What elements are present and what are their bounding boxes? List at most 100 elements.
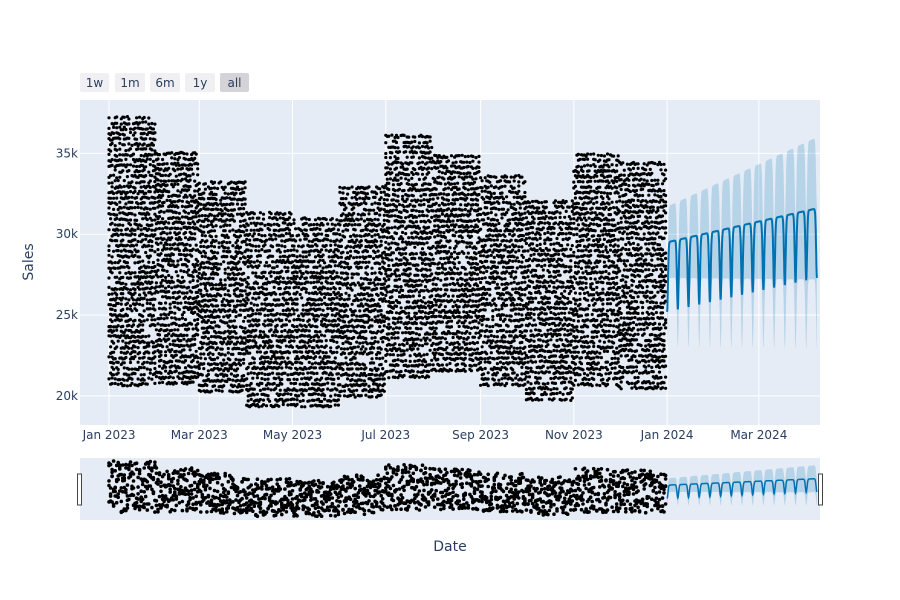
data-point bbox=[165, 226, 169, 230]
data-point bbox=[335, 238, 339, 242]
data-point bbox=[110, 255, 114, 259]
data-point bbox=[385, 236, 389, 240]
data-point bbox=[258, 397, 262, 402]
data-point bbox=[238, 245, 243, 249]
data-point bbox=[298, 292, 302, 297]
range-button-1y[interactable]: 1y bbox=[185, 73, 215, 92]
range-button-all[interactable]: all bbox=[220, 73, 249, 92]
data-point bbox=[118, 153, 122, 157]
data-point bbox=[280, 239, 284, 243]
data-point bbox=[396, 194, 400, 198]
data-point bbox=[274, 377, 278, 381]
data-point bbox=[260, 239, 264, 243]
data-point bbox=[148, 371, 152, 375]
data-point bbox=[238, 299, 243, 303]
data-point bbox=[240, 283, 244, 287]
data-point bbox=[329, 264, 333, 269]
data-point bbox=[148, 307, 152, 311]
data-point bbox=[119, 302, 123, 306]
data-point bbox=[295, 402, 299, 406]
data-point bbox=[193, 318, 197, 322]
data-point bbox=[252, 387, 256, 391]
range-button-6m[interactable]: 6m bbox=[150, 73, 180, 92]
data-point bbox=[187, 327, 191, 331]
data-point bbox=[225, 379, 229, 384]
data-point bbox=[338, 383, 342, 387]
data-point bbox=[124, 249, 128, 253]
data-point bbox=[127, 122, 131, 126]
data-point bbox=[229, 330, 233, 334]
data-point bbox=[145, 286, 149, 290]
data-point bbox=[156, 237, 160, 241]
data-point bbox=[243, 277, 247, 282]
data-point bbox=[339, 293, 343, 297]
data-point bbox=[167, 179, 171, 183]
data-point bbox=[278, 345, 282, 349]
data-point bbox=[170, 182, 174, 187]
data-point bbox=[362, 379, 366, 383]
data-point bbox=[138, 115, 142, 119]
data-point bbox=[301, 271, 305, 276]
data-point bbox=[226, 351, 230, 355]
data-point bbox=[157, 199, 162, 203]
data-point bbox=[228, 229, 232, 233]
data-point bbox=[142, 366, 146, 370]
data-point bbox=[115, 213, 119, 217]
data-point bbox=[260, 381, 264, 386]
data-point bbox=[367, 286, 371, 290]
data-point bbox=[119, 249, 123, 253]
data-point bbox=[387, 376, 391, 380]
data-point bbox=[300, 296, 304, 300]
data-point bbox=[200, 373, 204, 377]
data-point bbox=[260, 228, 264, 232]
data-point bbox=[312, 346, 316, 350]
data-point bbox=[176, 182, 180, 186]
data-point bbox=[341, 271, 345, 275]
data-point bbox=[352, 211, 356, 215]
data-point bbox=[307, 329, 311, 333]
data-point bbox=[318, 217, 322, 221]
data-point bbox=[397, 187, 402, 191]
range-button-bg bbox=[150, 73, 180, 92]
range-button-1w[interactable]: 1w bbox=[80, 73, 109, 92]
data-point bbox=[127, 346, 131, 350]
data-point bbox=[187, 211, 191, 215]
data-point bbox=[397, 301, 402, 305]
data-point bbox=[307, 239, 311, 243]
data-point bbox=[399, 285, 403, 289]
data-point bbox=[350, 367, 354, 371]
range-button-1m[interactable]: 1m bbox=[115, 73, 145, 92]
data-point bbox=[286, 403, 290, 407]
data-point bbox=[268, 216, 272, 220]
data-point bbox=[329, 399, 333, 403]
data-point bbox=[110, 271, 114, 275]
data-point bbox=[216, 304, 220, 308]
data-point bbox=[254, 312, 258, 316]
data-point bbox=[344, 291, 348, 295]
data-point bbox=[333, 319, 337, 323]
data-point bbox=[154, 281, 158, 285]
data-point bbox=[327, 255, 331, 259]
range-button-label: 1m bbox=[120, 76, 139, 90]
data-point bbox=[228, 223, 232, 227]
data-point bbox=[303, 340, 307, 344]
data-point bbox=[212, 245, 217, 249]
data-point bbox=[161, 193, 165, 198]
data-point bbox=[332, 297, 336, 301]
data-point bbox=[179, 301, 183, 305]
data-point bbox=[396, 178, 400, 182]
data-point bbox=[222, 315, 226, 319]
data-point bbox=[118, 223, 122, 227]
data-point bbox=[176, 178, 180, 183]
data-point bbox=[321, 276, 325, 280]
data-point bbox=[122, 179, 126, 183]
data-point bbox=[223, 283, 227, 287]
data-point bbox=[206, 207, 210, 211]
data-point bbox=[258, 344, 262, 348]
data-point bbox=[261, 398, 266, 402]
data-point bbox=[209, 235, 214, 239]
data-point bbox=[327, 355, 331, 359]
data-point bbox=[197, 181, 201, 185]
data-point bbox=[187, 201, 191, 205]
data-point bbox=[323, 286, 327, 290]
